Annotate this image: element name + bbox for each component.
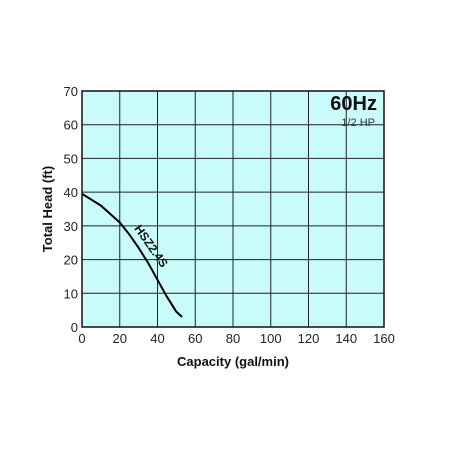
x-tick-label: 120 bbox=[298, 331, 320, 346]
x-tick-label: 140 bbox=[335, 331, 357, 346]
plot-border bbox=[81, 90, 385, 328]
x-tick-label: 20 bbox=[113, 331, 127, 346]
y-tick-label: 10 bbox=[64, 286, 78, 301]
x-axis-title: Capacity (gal/min) bbox=[177, 354, 289, 369]
y-tick-label: 20 bbox=[64, 253, 78, 268]
x-tick-label: 100 bbox=[260, 331, 282, 346]
y-tick-label: 70 bbox=[64, 84, 78, 99]
y-tick-label: 0 bbox=[71, 320, 78, 335]
y-tick-labels: 0 10 20 30 40 50 60 70 bbox=[64, 84, 78, 335]
x-tick-label: 80 bbox=[226, 331, 240, 346]
series-line-hsz24s bbox=[81, 192, 183, 318]
x-tick-labels: 0 20 40 60 80 100 120 140 160 bbox=[78, 331, 394, 346]
y-tick-label: 30 bbox=[64, 219, 78, 234]
x-tick-label: 60 bbox=[188, 331, 202, 346]
y-axis-title: Total Head (ft) bbox=[40, 166, 55, 252]
chart-subtitle: 1/2 HP bbox=[341, 117, 375, 129]
y-tick-label: 60 bbox=[64, 118, 78, 133]
y-tick-label: 50 bbox=[64, 151, 78, 166]
x-tick-label: 40 bbox=[150, 331, 164, 346]
x-tick-label: 160 bbox=[373, 331, 395, 346]
x-tick-label: 0 bbox=[78, 331, 85, 346]
y-tick-label: 40 bbox=[64, 185, 78, 200]
chart-title: 60Hz bbox=[330, 93, 377, 115]
